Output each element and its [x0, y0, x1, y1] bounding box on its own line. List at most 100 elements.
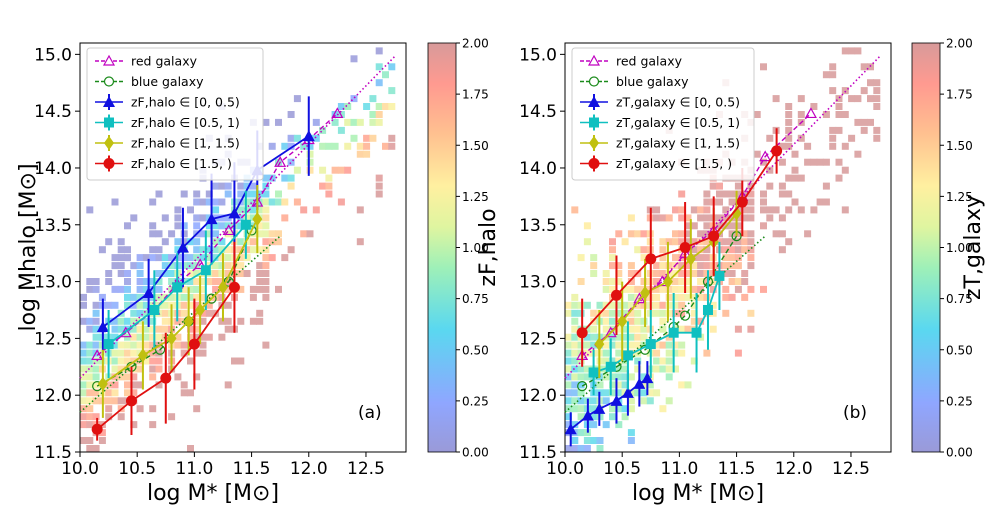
- data-point: [188, 338, 200, 350]
- blue-fit-line: [564, 235, 766, 413]
- heatmap-cell: [124, 278, 131, 285]
- heatmap-cell: [180, 293, 188, 301]
- heatmap-cell: [684, 278, 692, 285]
- heatmap-cell: [634, 325, 642, 333]
- heatmap-cell: [331, 118, 339, 126]
- heatmap-cell: [262, 198, 270, 206]
- heatmap-cell: [262, 246, 270, 254]
- heatmap-cell: [243, 270, 251, 277]
- heatmap-cell: [142, 301, 150, 309]
- heatmap-cell: [350, 95, 358, 103]
- heatmap-cell: [117, 373, 125, 381]
- heatmap-cell: [672, 301, 679, 309]
- heatmap-cell: [168, 278, 176, 285]
- heatmap-cell: [256, 309, 264, 317]
- legend: red galaxy blue galaxy zT,galaxy ∈ [0, 0.5…: [571, 47, 755, 181]
- heatmap-cell: [822, 158, 830, 166]
- heatmap-cell: [117, 413, 125, 421]
- heatmap-cell: [187, 278, 194, 285]
- heatmap-cell: [149, 421, 157, 429]
- heatmap-cell: [256, 262, 264, 270]
- data-point: [302, 130, 315, 142]
- heatmap-cell: [627, 301, 635, 309]
- heatmap-cell: [772, 230, 780, 238]
- heatmap-cell: [571, 301, 579, 309]
- heatmap-cell: [634, 317, 642, 325]
- heatmap-cell: [124, 373, 131, 381]
- heatmap-cell: [293, 166, 301, 174]
- data-point: [228, 207, 241, 219]
- heatmap-cell: [161, 317, 169, 325]
- heatmap-cell: [180, 309, 188, 317]
- heatmap-cell: [690, 317, 698, 325]
- heatmap-cell: [224, 214, 232, 222]
- y-tick-label: 13.5: [34, 216, 72, 236]
- heatmap-cell: [375, 103, 383, 110]
- heatmap-cell: [287, 142, 295, 150]
- heatmap-cell: [615, 270, 623, 277]
- colorbar-tick-label: 0.00: [946, 446, 973, 460]
- heatmap-cell: [734, 278, 742, 285]
- heatmap-cell: [785, 206, 793, 214]
- heatmap-cell: [92, 278, 100, 285]
- heatmap-cell: [621, 341, 629, 349]
- heatmap-cell: [193, 405, 201, 413]
- heatmap-cell: [602, 317, 610, 325]
- heatmap-cell: [690, 270, 698, 277]
- heatmap-cell: [243, 182, 251, 190]
- heatmap-cell: [747, 285, 755, 293]
- heatmap-cell: [653, 309, 661, 317]
- heatmap-cell: [356, 118, 364, 126]
- heatmap-cell: [791, 198, 799, 206]
- red-galaxy-point: [804, 107, 817, 119]
- heatmap-cell: [237, 285, 245, 293]
- heatmap-cell: [180, 262, 188, 270]
- heatmap-cell: [653, 293, 661, 301]
- heatmap-cell: [690, 301, 698, 309]
- heatmap-cell: [634, 301, 642, 309]
- heatmap-cell: [822, 71, 830, 79]
- heatmap-cell: [709, 182, 717, 190]
- heatmap-cell: [262, 270, 270, 277]
- heatmap-cell: [388, 142, 396, 150]
- red-galaxy-point: [759, 150, 772, 162]
- legend-label: blue galaxy: [616, 74, 689, 89]
- heatmap-cell: [602, 278, 610, 285]
- heatmap-cell: [180, 230, 188, 238]
- heatmap-cell: [697, 293, 705, 301]
- heatmap-cell: [571, 381, 579, 389]
- heatmap-cell: [709, 278, 717, 285]
- heatmap-cell: [243, 254, 251, 262]
- y-tick-label: 14.5: [519, 102, 557, 122]
- colorbar-gradient: [911, 42, 941, 453]
- heatmap-cell: [149, 365, 157, 373]
- heatmap-cell: [111, 333, 119, 341]
- heatmap-cell: [577, 381, 585, 389]
- heatmap-cell: [596, 437, 604, 444]
- heatmap-cell: [873, 126, 881, 134]
- heatmap-cell: [627, 214, 635, 222]
- heatmap-cell: [224, 254, 232, 262]
- heatmap-cell: [149, 333, 157, 341]
- heatmap-cell: [615, 278, 623, 285]
- heatmap-cell: [199, 341, 207, 349]
- heatmap-cell: [690, 206, 698, 214]
- heatmap-cell: [382, 71, 389, 79]
- heatmap-cell: [262, 238, 270, 246]
- heatmap-cell: [117, 357, 125, 365]
- heatmap-cell: [684, 325, 692, 333]
- heatmap-cell: [627, 397, 635, 405]
- heatmap-cell: [627, 293, 635, 301]
- heatmap-cell: [609, 317, 616, 325]
- heatmap-cell: [363, 150, 371, 158]
- y-tick-label: 11.5: [34, 443, 72, 463]
- heatmap-cell: [149, 317, 157, 325]
- heatmap-cell: [590, 333, 598, 341]
- colorbar-tick-label: 0.25: [946, 394, 973, 408]
- heatmap-cell: [659, 238, 667, 246]
- panel-label: (a): [358, 403, 382, 423]
- heatmap-cell: [659, 341, 667, 349]
- heatmap-cell: [728, 254, 736, 262]
- heatmap-cell: [602, 389, 610, 397]
- colorbar-tick-label: 0.50: [462, 343, 489, 357]
